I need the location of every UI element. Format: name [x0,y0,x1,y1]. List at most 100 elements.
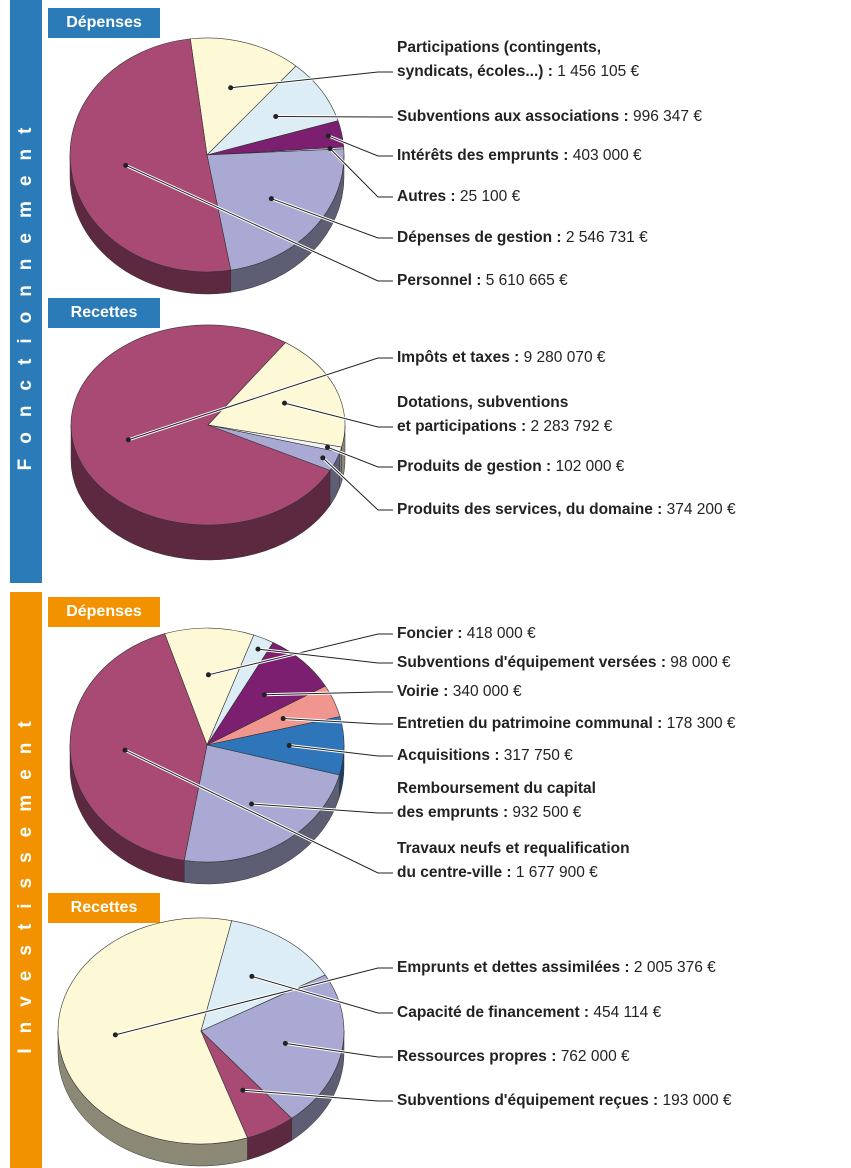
value-label: 5 610 665 € [485,272,568,289]
leader-dot [122,747,128,753]
slice-label: Ressources propres : 762 000 € [397,1045,630,1069]
leader-line [128,357,393,441]
slice-label: Dotations, subventions et participations… [397,391,612,439]
leader-line [115,967,393,1036]
pie-slice [206,148,345,271]
category-label: Dépenses de gestion : [397,229,562,246]
value-label: 317 750 € [503,747,573,764]
category-label: Remboursement du capital des emprunts : [397,780,596,821]
leader-dot [327,146,333,152]
slice-label: Dépenses de gestion : 2 546 731 € [397,226,648,250]
value-label: 762 000 € [560,1048,630,1065]
value-label: 102 000 € [555,458,625,475]
leader-line [264,691,393,696]
slice-label: Capacité de financement : 454 114 € [397,1001,661,1025]
leader-dot [280,716,286,722]
slice-label: Impôts et taxes : 9 280 070 € [397,346,606,370]
slice-label: Intérêts des emprunts : 403 000 € [397,144,642,168]
category-label: Foncier : [397,625,463,642]
leader-line [208,633,393,676]
section-band [10,0,42,583]
leader-line [125,164,393,282]
slice-label: Remboursement du capital des emprunts : … [397,777,596,825]
category-label: Produits de gestion : [397,458,552,475]
slice-label: Travaux neufs et requalification du cent… [397,837,630,885]
category-label: Autres : [397,188,456,205]
pie-slice [189,37,297,156]
slice-label: Voirie : 340 000 € [397,680,522,704]
leader-dot [205,672,211,678]
value-label: 98 000 € [670,654,731,671]
leader-dot [125,437,131,443]
slice-label: Produits de gestion : 102 000 € [397,455,624,479]
leader-dot [325,133,331,139]
leader-line [271,198,393,239]
chart-title: Dépenses [66,14,142,31]
leader-dot [261,692,267,698]
leader-dot [112,1032,118,1038]
category-label: Acquisitions : [397,747,500,764]
category-label: Voirie : [397,683,449,700]
value-label: 418 000 € [466,625,536,642]
leader-dot [255,646,261,652]
value-label: 193 000 € [662,1092,732,1109]
leader-line [284,402,393,428]
slice-label: Acquisitions : 317 750 € [397,744,573,768]
pie-slice [200,1030,293,1139]
value-label: 2 283 792 € [530,418,613,435]
category-label: Produits des services, du domaine : [397,501,663,518]
value-label: 996 347 € [633,108,702,125]
value-label: 1 456 105 € [557,63,640,80]
category-label: Intérêts des emprunts : [397,147,569,164]
chart-tab [48,597,160,627]
leader-dot [286,742,292,748]
pie-slice [164,627,255,746]
leader-line [327,446,393,468]
value-label: 340 000 € [452,683,522,700]
category-label: Participations (contingents, syndicats, … [397,39,602,80]
leader-line [328,135,393,157]
leader-dot [282,1040,288,1046]
leader-line [242,1089,393,1102]
slice-label: Subventions d'équipement versées : 98 00… [397,651,731,675]
pie-slice [207,342,346,448]
leader-dot [123,162,129,168]
chart-title: Recettes [71,899,138,916]
leader-line [251,975,393,1014]
leader-dot [268,196,274,202]
leader-line [257,648,393,664]
chart-tab [48,8,160,38]
value-label: 178 300 € [666,715,736,732]
category-label: Emprunts et dettes assimilées : [397,959,630,976]
chart-title: Recettes [71,304,138,321]
category-label: Subventions aux associations : [397,108,629,125]
chart-title: Dépenses [66,603,142,620]
slice-label: Foncier : 418 000 € [397,622,536,646]
slice-label: Produits des services, du domaine : 374 … [397,498,736,522]
category-label: Subventions d'équipement versées : [397,654,666,671]
leader-dot [249,801,255,807]
category-label: Subventions d'équipement reçues : [397,1092,659,1109]
leader-dot [324,444,330,450]
leader-dot [273,113,279,119]
leader-line [124,749,393,874]
pie-slice [69,38,232,273]
leader-dot [240,1087,246,1093]
section-label: Investissement [15,706,36,1053]
leader-line [283,718,393,725]
chart-tab [48,298,160,328]
leader-line [285,1042,393,1058]
pie-slice [69,633,208,861]
leader-line [251,803,393,814]
slice-label: Subventions d'équipement reçues : 193 00… [397,1089,732,1113]
category-label: Entretien du patrimoine communal : [397,715,663,732]
value-label: 2 005 376 € [633,959,716,976]
chart-tab [48,893,160,923]
slice-label: Subventions aux associations : 996 347 € [397,105,702,129]
category-label: Travaux neufs et requalification du cent… [397,840,630,881]
leader-dot [320,455,326,461]
leader-line [322,457,393,511]
leader-line [329,148,393,198]
value-label: 403 000 € [572,147,642,164]
